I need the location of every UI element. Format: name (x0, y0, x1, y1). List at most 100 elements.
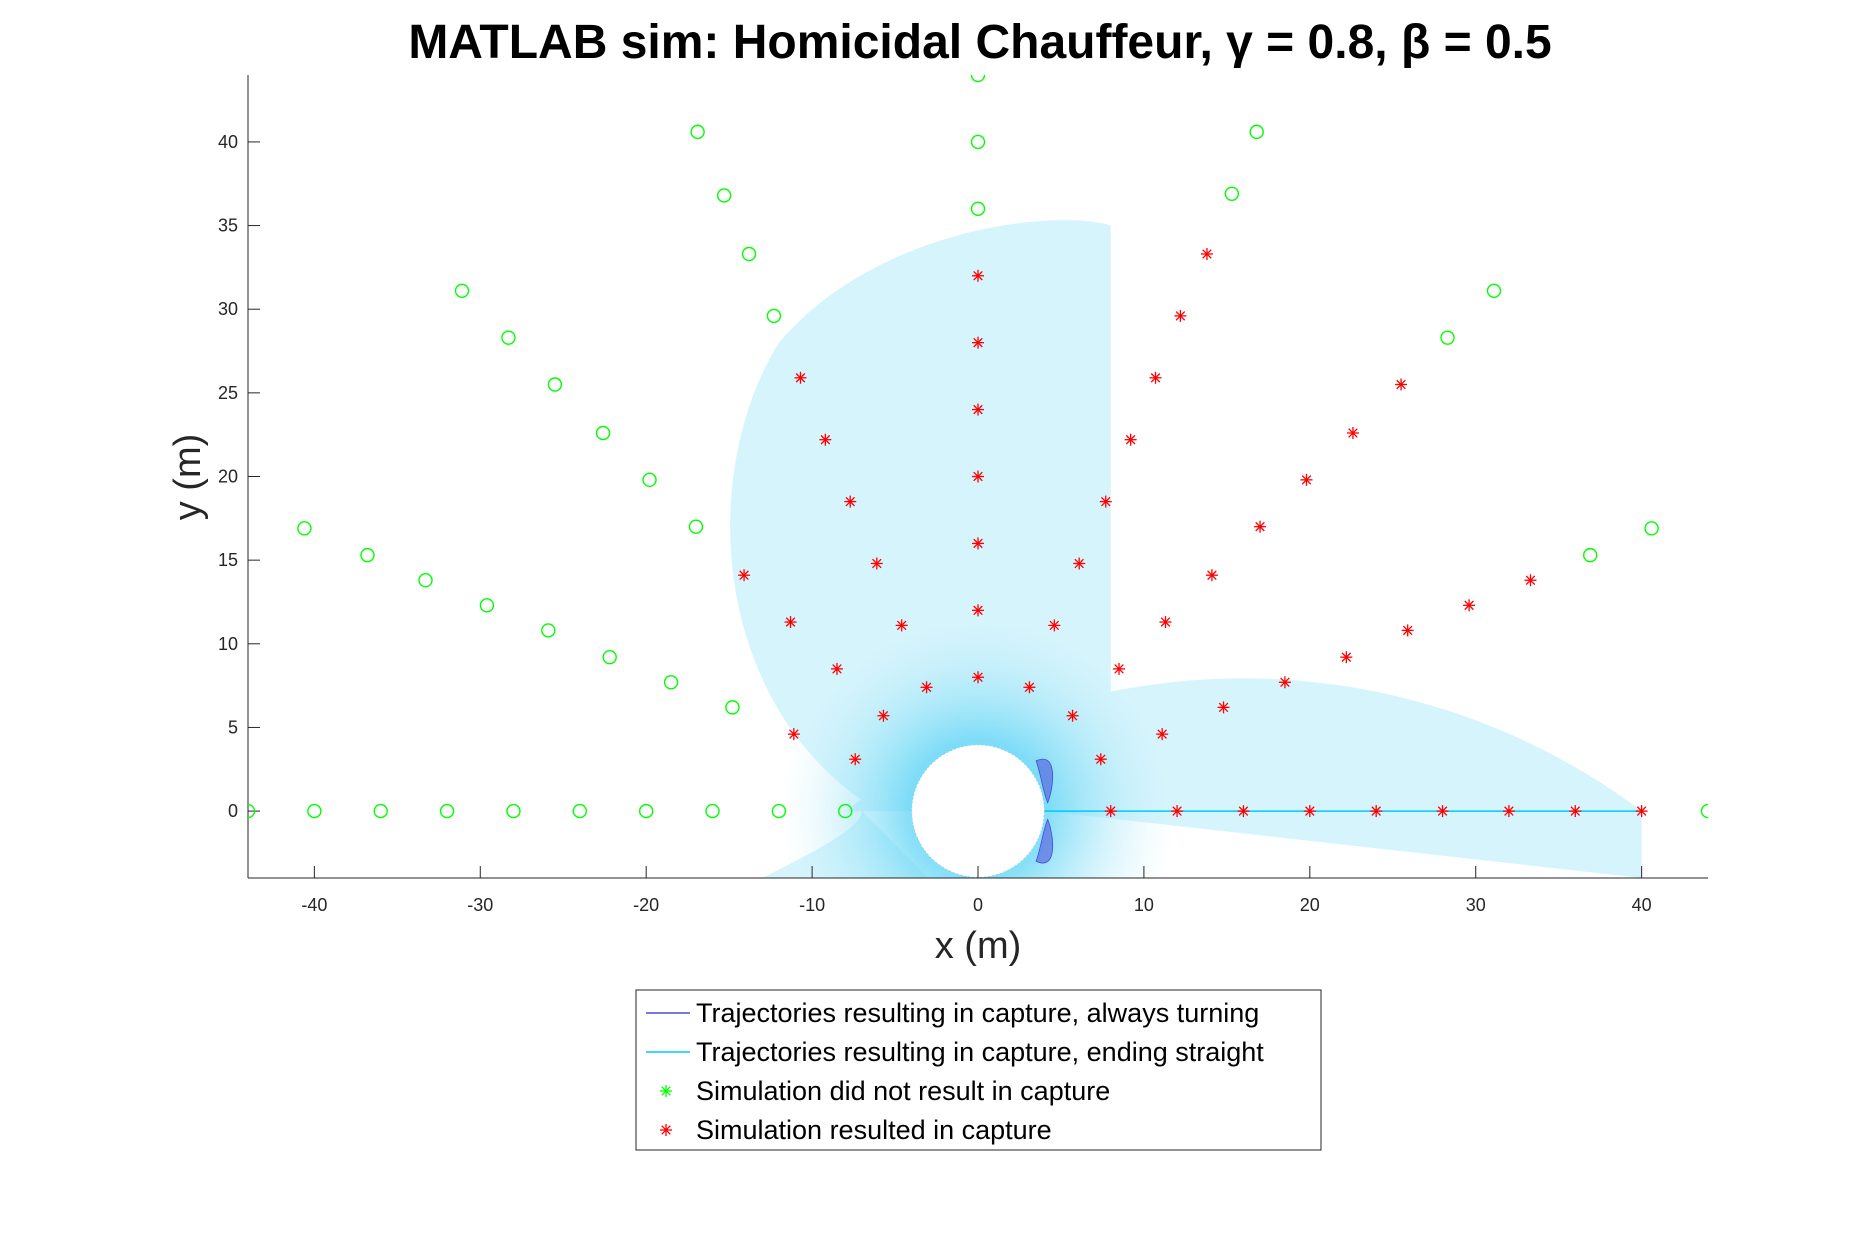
no-capture-point (307, 803, 322, 819)
capture-point (972, 671, 984, 684)
x-axis-label: x (m) (935, 925, 1022, 967)
no-capture-point (248, 803, 256, 819)
no-capture-point (418, 573, 433, 588)
no-capture-point (970, 134, 986, 150)
no-capture-point (642, 472, 657, 488)
no-capture-point (506, 803, 521, 819)
capture-point (1124, 433, 1137, 446)
y-tick-label: 10 (218, 634, 238, 654)
y-tick-label: 40 (218, 132, 238, 152)
no-capture-point (439, 803, 455, 819)
no-capture-point (690, 124, 705, 140)
x-tick-label: 0 (973, 895, 983, 915)
capture-point (1463, 599, 1476, 612)
capture-point (1524, 574, 1537, 587)
no-capture-point (541, 623, 556, 638)
x-tick-label: -30 (467, 895, 493, 915)
no-capture-point (705, 803, 720, 819)
y-tick-label: 35 (218, 216, 238, 236)
capture-point (1300, 473, 1313, 486)
capture-point (849, 753, 862, 766)
capture-point (1205, 569, 1218, 582)
y-axis-label: y (m) (167, 434, 209, 521)
capture-point (794, 371, 807, 384)
legend-swatch-asterisk (660, 1085, 672, 1097)
capture-point (1635, 805, 1648, 818)
trajectory-turning-lower (1035, 818, 1054, 864)
data-points (248, 75, 1708, 819)
capture-region (730, 220, 1642, 878)
y-axis-ticks: 0 5 10 15 20 25 30 35 40 (218, 132, 260, 821)
no-capture-point (638, 803, 654, 819)
capture-point (1099, 495, 1112, 508)
no-capture-point (1583, 547, 1598, 563)
chart-title: MATLAB sim: Homicidal Chauffeur, γ = 0.8… (408, 16, 1551, 69)
x-tick-label: -10 (799, 895, 825, 915)
no-capture-point (454, 283, 470, 299)
capture-point (1159, 616, 1172, 629)
capture-point (1340, 651, 1353, 664)
legend: Trajectories resulting in capture, alway… (635, 989, 1322, 1151)
capture-point (1171, 805, 1184, 818)
x-tick-label: 40 (1632, 895, 1652, 915)
x-tick-label: 20 (1300, 895, 1320, 915)
capture-point (1094, 753, 1107, 766)
no-capture-point (688, 519, 704, 534)
capture-point (1569, 805, 1582, 818)
capture-point (844, 495, 857, 508)
capture-point (1200, 248, 1213, 261)
capture-point (1023, 681, 1036, 694)
x-tick-label: -20 (633, 895, 659, 915)
no-capture-point (1224, 186, 1240, 201)
no-capture-point (1440, 330, 1455, 345)
capture-point (1156, 728, 1169, 741)
no-capture-point (725, 700, 740, 715)
capture-point (1436, 805, 1449, 818)
capture-point (972, 403, 984, 416)
capture-point (1174, 309, 1187, 322)
y-tick-label: 0 (228, 801, 238, 821)
capture-point (1303, 805, 1316, 818)
capture-point (1370, 805, 1383, 818)
no-capture-point (572, 803, 588, 819)
no-capture-point (838, 803, 853, 819)
no-capture-point (595, 425, 611, 441)
no-capture-point (373, 803, 388, 819)
no-capture-point (741, 246, 757, 262)
capture-point (1401, 624, 1414, 637)
capture-point (1113, 662, 1126, 675)
capture-point (895, 619, 908, 632)
x-tick-label: 30 (1466, 895, 1486, 915)
capture-point (1395, 378, 1408, 391)
capture-point (1502, 805, 1515, 818)
no-capture-point (1700, 803, 1708, 819)
capture-point (1346, 427, 1359, 440)
no-capture-point (1486, 283, 1502, 299)
capture-point (1254, 520, 1267, 533)
legend-entry-label: Trajectories resulting in capture, alway… (696, 998, 1259, 1028)
y-tick-label: 15 (218, 550, 238, 570)
capture-point (972, 470, 984, 483)
capture-point (819, 433, 832, 446)
capture-point (1217, 701, 1230, 714)
capture-point (972, 336, 984, 349)
capture-point (1237, 805, 1250, 818)
no-capture-point (1644, 521, 1659, 536)
capture-point (972, 537, 984, 550)
no-capture-point (970, 75, 986, 83)
capture-point (972, 269, 984, 282)
capture-point (1066, 709, 1079, 722)
no-capture-point (766, 308, 782, 324)
capture-point (1278, 676, 1291, 689)
no-capture-point (547, 377, 563, 392)
y-tick-label: 30 (218, 299, 238, 319)
capture-point (830, 662, 843, 675)
no-capture-point (297, 521, 312, 536)
capture-point (1104, 805, 1117, 818)
no-capture-point (970, 201, 986, 217)
no-capture-point (501, 330, 516, 345)
x-axis-ticks: -40 -30 -20 -10 0 10 20 30 40 (301, 866, 1652, 915)
no-capture-point (716, 188, 732, 203)
capture-point (738, 569, 751, 582)
